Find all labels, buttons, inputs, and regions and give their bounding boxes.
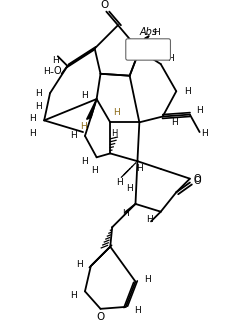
Text: H: H [144,275,151,284]
Polygon shape [139,36,149,51]
Text: H: H [91,166,98,175]
Text: O: O [194,175,202,185]
Polygon shape [87,99,97,119]
Text: O: O [96,312,105,322]
Text: H: H [117,178,123,187]
Text: H: H [167,54,174,63]
Text: H: H [171,118,178,127]
Text: H: H [126,184,133,193]
Text: H: H [35,102,42,111]
Text: H: H [35,89,42,98]
Text: O: O [54,66,62,76]
Text: O: O [100,0,109,10]
Text: H: H [146,215,152,224]
Text: Abs: Abs [139,27,157,37]
Text: H: H [185,87,191,96]
Text: H: H [134,306,141,315]
Text: H: H [29,128,36,137]
Text: H: H [70,131,77,140]
Text: H: H [122,209,129,218]
Text: H: H [136,165,143,174]
Text: H: H [82,90,88,99]
Text: H: H [76,260,83,269]
FancyBboxPatch shape [126,39,170,60]
Text: H: H [111,129,117,138]
Text: O: O [194,174,202,184]
Text: H: H [196,106,203,115]
Text: H: H [153,28,160,37]
Text: H: H [201,129,208,138]
Text: H: H [29,114,36,123]
Text: H: H [80,122,86,131]
Text: H: H [43,67,50,76]
Text: H: H [113,108,119,117]
Text: H: H [82,157,88,166]
Text: -: - [50,67,54,77]
Text: H: H [52,56,59,65]
Text: H: H [70,291,77,300]
